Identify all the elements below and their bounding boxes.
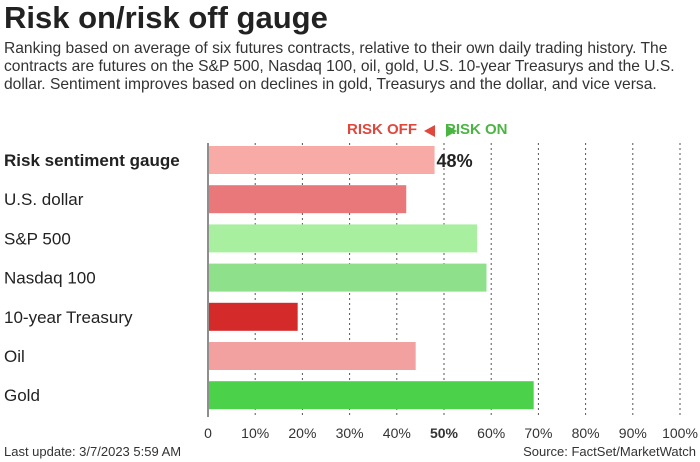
category-label: S&P 500: [4, 229, 71, 248]
bar-6: [209, 381, 534, 410]
x-tick-label: 10%: [241, 425, 269, 441]
bar-3: [209, 263, 487, 292]
category-label: 10-year Treasury: [4, 308, 133, 327]
chart-subtitle: Ranking based on average of six futures …: [4, 40, 675, 93]
risk-off-arrow-icon: [424, 125, 435, 137]
category-label: U.S. dollar: [4, 190, 84, 209]
gauge-value-label: 48%: [437, 151, 473, 171]
legend-risk-on: RISK ON: [445, 121, 508, 138]
x-tick-label: 80%: [572, 425, 600, 441]
x-tick-label: 50%: [430, 425, 459, 441]
category-label: Oil: [4, 347, 25, 366]
bar-2: [209, 224, 478, 253]
risk-on-arrow-icon: [446, 125, 457, 137]
x-tick-label: 60%: [477, 425, 505, 441]
bar-1: [209, 185, 407, 214]
bar-0: [209, 146, 435, 174]
category-label: Gold: [4, 386, 40, 405]
x-tick-label: 100%: [662, 425, 698, 441]
bar-4: [209, 302, 298, 331]
x-tick-label: 90%: [619, 425, 647, 441]
bar-5: [209, 342, 416, 370]
category-label: Nasdaq 100: [4, 269, 96, 288]
legend-risk-off: RISK OFF: [347, 121, 417, 138]
x-tick-label: 70%: [524, 425, 552, 441]
x-tick-label: 20%: [288, 425, 316, 441]
x-tick-label: 0: [204, 425, 212, 441]
category-label: Risk sentiment gauge: [4, 151, 180, 170]
x-tick-label: 30%: [336, 425, 364, 441]
source-text: Source: FactSet/MarketWatch: [523, 444, 696, 459]
x-tick-label: 40%: [383, 425, 411, 441]
chart-title: Risk on/risk off gauge: [4, 0, 328, 35]
last-update-text: Last update: 3/7/2023 5:59 AM: [4, 444, 182, 459]
